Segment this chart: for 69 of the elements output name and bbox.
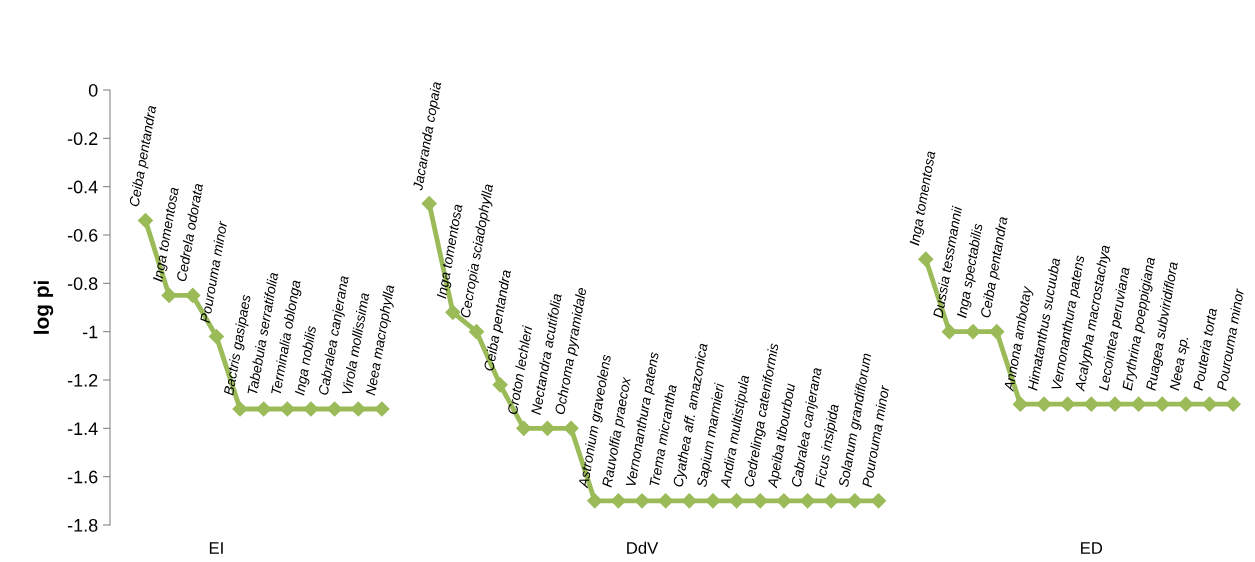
point <box>658 493 674 509</box>
point <box>705 493 721 509</box>
y-tick-label: -1.2 <box>67 373 98 387</box>
data-label: Ceiba pentandra <box>483 269 514 372</box>
data-label: Inga tomentosa <box>436 203 466 300</box>
data-label: Jacaranda copaia <box>412 81 445 192</box>
point <box>492 377 508 393</box>
point <box>752 493 768 509</box>
point <box>516 420 532 436</box>
point <box>823 493 839 509</box>
point <box>870 493 887 509</box>
point <box>303 401 319 417</box>
point <box>137 212 154 229</box>
point <box>1201 396 1218 412</box>
point <box>256 401 272 417</box>
data-label: Pouteria torta <box>1192 307 1218 391</box>
point <box>1154 396 1170 412</box>
data-label: Neea sp. <box>1169 336 1192 392</box>
data-label: Pourouma minor <box>199 220 228 324</box>
point <box>208 328 224 345</box>
y-tick-label: -1.8 <box>67 518 98 532</box>
y-tick-label: -1.6 <box>67 470 98 484</box>
y-axis-title: log pi <box>33 281 54 334</box>
point <box>539 420 556 436</box>
point <box>374 401 390 417</box>
point <box>563 420 579 436</box>
point <box>232 401 248 417</box>
point <box>1012 396 1028 412</box>
data-label: Ceiba pentandra <box>128 105 160 208</box>
point <box>279 401 295 417</box>
point <box>185 287 201 303</box>
data-label: Inga tomentosa <box>909 150 939 247</box>
point <box>634 493 650 509</box>
x-tick-label: DdV <box>627 541 659 554</box>
point <box>587 493 603 509</box>
y-tick-label: -0.6 <box>67 228 98 242</box>
point <box>918 251 934 267</box>
point <box>799 493 816 509</box>
point <box>681 493 697 509</box>
point <box>1107 396 1123 412</box>
y-tick-label: 0 <box>88 83 98 97</box>
point <box>350 401 366 417</box>
point <box>1131 396 1147 412</box>
point <box>1036 396 1052 412</box>
point <box>965 324 981 340</box>
point <box>1178 396 1194 412</box>
point <box>1060 396 1076 412</box>
point <box>847 493 863 509</box>
y-tick-label: -1 <box>82 325 98 339</box>
y-tick-label: -0.8 <box>67 277 98 291</box>
data-label: Pourouma minor <box>1216 287 1245 391</box>
point <box>445 304 461 320</box>
point <box>161 287 177 303</box>
point <box>989 324 1005 340</box>
point <box>729 493 745 509</box>
point <box>327 401 343 417</box>
x-tick-label: EI <box>209 542 223 554</box>
data-label: Inga nobilis <box>294 325 319 396</box>
y-tick-label: -0.4 <box>67 180 98 194</box>
y-tick-label: -1.4 <box>67 422 98 435</box>
y-tick-label: -0.2 <box>67 132 98 146</box>
x-tick-label: ED <box>1081 542 1103 554</box>
point <box>1225 396 1241 412</box>
point <box>1083 396 1099 412</box>
point <box>776 493 792 509</box>
point <box>421 196 437 212</box>
point <box>941 324 957 340</box>
point <box>610 493 626 509</box>
point <box>468 324 485 340</box>
